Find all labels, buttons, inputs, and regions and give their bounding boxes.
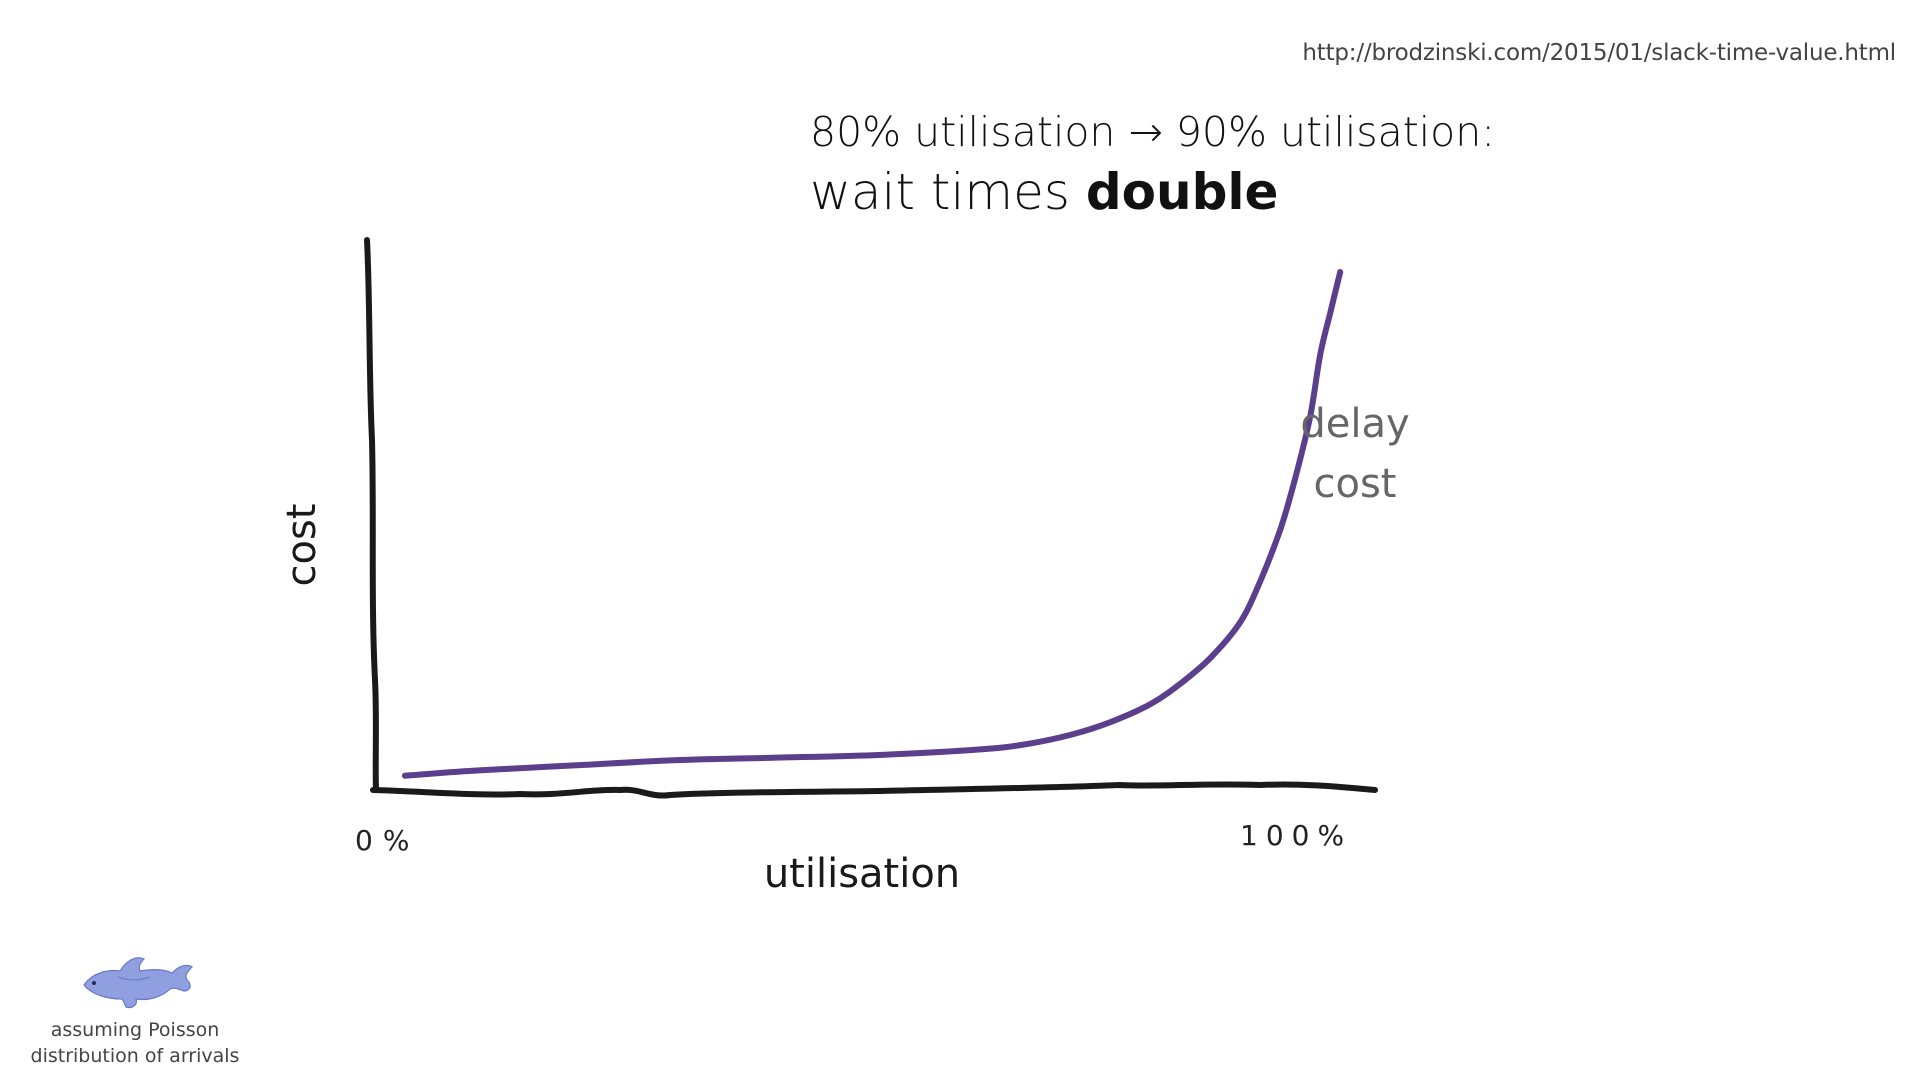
source-url[interactable]: http://brodzinski.com/2015/01/slack-time… <box>1302 40 1896 66</box>
series-label-line1: delay <box>1300 401 1409 447</box>
fish-icon <box>83 957 193 1009</box>
y-axis <box>364 237 379 793</box>
x-tick-0: 0% <box>355 824 419 857</box>
headline-line1: 80% utilisation → 90% utilisation: <box>810 108 1496 156</box>
x-tick-100: 100% <box>1240 819 1352 852</box>
headline-line2: wait times double <box>810 157 1495 227</box>
y-axis-label: cost <box>279 504 325 587</box>
footnote-line1: assuming Poisson <box>50 1019 220 1041</box>
series-label-line2: cost <box>1314 461 1397 507</box>
headline-emphasis: double <box>1085 163 1279 222</box>
footnote-line2: distribution of arrivals <box>30 1044 240 1067</box>
x-axis <box>370 781 1378 799</box>
series-line-delay-cost <box>401 269 1344 779</box>
x-axis-label: utilisation <box>764 851 960 897</box>
footnote: assuming Poisson distribution of arrival… <box>20 1018 250 1069</box>
headline-prefix: wait times <box>810 163 1086 222</box>
curve-group <box>401 269 1344 779</box>
headline: 80% utilisation → 90% utilisation: wait … <box>810 108 1495 227</box>
